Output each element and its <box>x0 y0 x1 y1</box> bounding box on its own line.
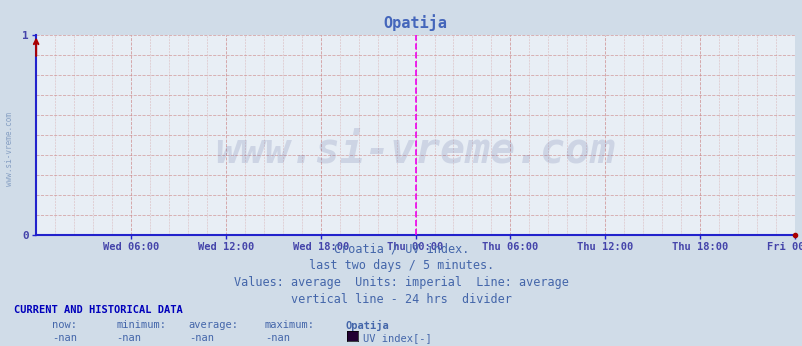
Text: UV index[-]: UV index[-] <box>363 333 431 343</box>
Text: www.si-vreme.com: www.si-vreme.com <box>215 130 615 172</box>
Text: last two days / 5 minutes.: last two days / 5 minutes. <box>309 260 493 273</box>
Text: -nan: -nan <box>265 333 290 343</box>
Text: -nan: -nan <box>116 333 141 343</box>
Text: -nan: -nan <box>188 333 213 343</box>
Text: CURRENT AND HISTORICAL DATA: CURRENT AND HISTORICAL DATA <box>14 305 183 315</box>
Text: average:: average: <box>188 320 238 330</box>
Text: www.si-vreme.com: www.si-vreme.com <box>5 112 14 186</box>
Text: Opatija: Opatija <box>345 320 388 331</box>
Title: Opatija: Opatija <box>383 14 447 31</box>
Text: minimum:: minimum: <box>116 320 166 330</box>
Text: -nan: -nan <box>52 333 77 343</box>
Text: Croatia / UV index.: Croatia / UV index. <box>334 243 468 256</box>
Text: now:: now: <box>52 320 77 330</box>
Text: vertical line - 24 hrs  divider: vertical line - 24 hrs divider <box>290 293 512 306</box>
Text: Values: average  Units: imperial  Line: average: Values: average Units: imperial Line: av… <box>233 276 569 289</box>
Text: maximum:: maximum: <box>265 320 314 330</box>
